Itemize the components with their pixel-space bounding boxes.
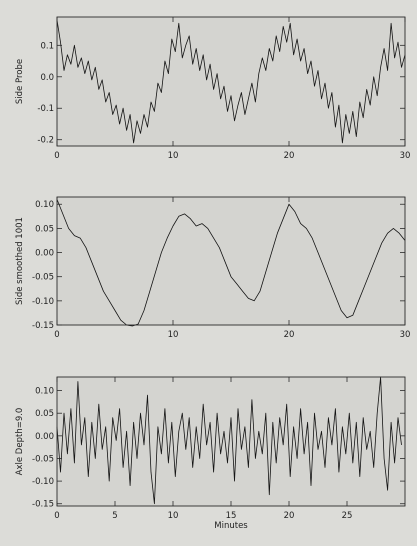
y-tick-label: -0.05	[32, 273, 54, 283]
y-tick-label: -0.2	[37, 136, 54, 146]
chart-panel-2: 0 10 20 30 -0.15 -0.10 -0.05 0.00 0.05 0.10 Side s…	[15, 196, 411, 340]
x-tick-label: 0	[54, 151, 59, 161]
y-tick-label: 0.10	[35, 387, 54, 397]
chart-panel-1: 0 10 20 30 -0.2 -0.1 0.0 0.1 Side Probe	[15, 16, 411, 161]
x-tick-label: 0	[54, 511, 59, 521]
series-line-1	[56, 20, 406, 144]
y-tick-label: -0.10	[32, 297, 54, 307]
y-tick-label: 0.1	[40, 41, 54, 51]
y-tick-label: -0.10	[32, 477, 54, 487]
x-tick-label: 30	[400, 151, 411, 161]
plot-area	[57, 17, 405, 146]
x-tick-label: 10	[168, 511, 179, 521]
x-tick-label: 30	[400, 330, 411, 340]
y-tick-label: 0.00	[35, 432, 54, 442]
y-tick-label: 0.10	[35, 200, 54, 210]
axis-frame	[56, 196, 406, 326]
y-axis-label: Side Probe	[15, 59, 25, 104]
x-axis-label: Minutes	[214, 521, 248, 531]
x-tick-label: 10	[168, 330, 179, 340]
y-axis-label: Side smoothed 1001	[15, 217, 25, 305]
x-tick-label: 15	[226, 511, 237, 521]
y-tick-label: 0.05	[35, 224, 54, 234]
x-tick-label: 20	[284, 330, 295, 340]
plot-area	[57, 377, 405, 506]
y-tick-label: -0.15	[32, 321, 54, 331]
x-tick-label: 10	[168, 151, 179, 161]
y-tick-label: -0.05	[32, 454, 54, 464]
y-axis-label: Axle Depth=9.0	[15, 408, 25, 476]
series-line-1	[56, 199, 406, 327]
y-tick-label: 0.0	[40, 73, 54, 83]
x-tick-label: 0	[54, 330, 59, 340]
y-tick-label: 0.05	[35, 409, 54, 419]
y-tick-label: -0.15	[32, 500, 54, 510]
y-tick-label: -0.1	[37, 104, 54, 114]
x-tick-label: 5	[112, 511, 117, 521]
chart-panel-3: 0 5 10 15 20 25 -0.15 -0.10 -0.05 0.00 0.05 0.10 Axl…	[15, 376, 406, 531]
axis-frame	[56, 16, 406, 147]
x-tick-label: 25	[342, 511, 353, 521]
plot-area	[57, 197, 405, 325]
y-tick-label: 0.00	[35, 249, 54, 259]
series-line-1	[56, 376, 402, 505]
x-tick-label: 20	[284, 151, 295, 161]
x-tick-label: 20	[284, 511, 295, 521]
